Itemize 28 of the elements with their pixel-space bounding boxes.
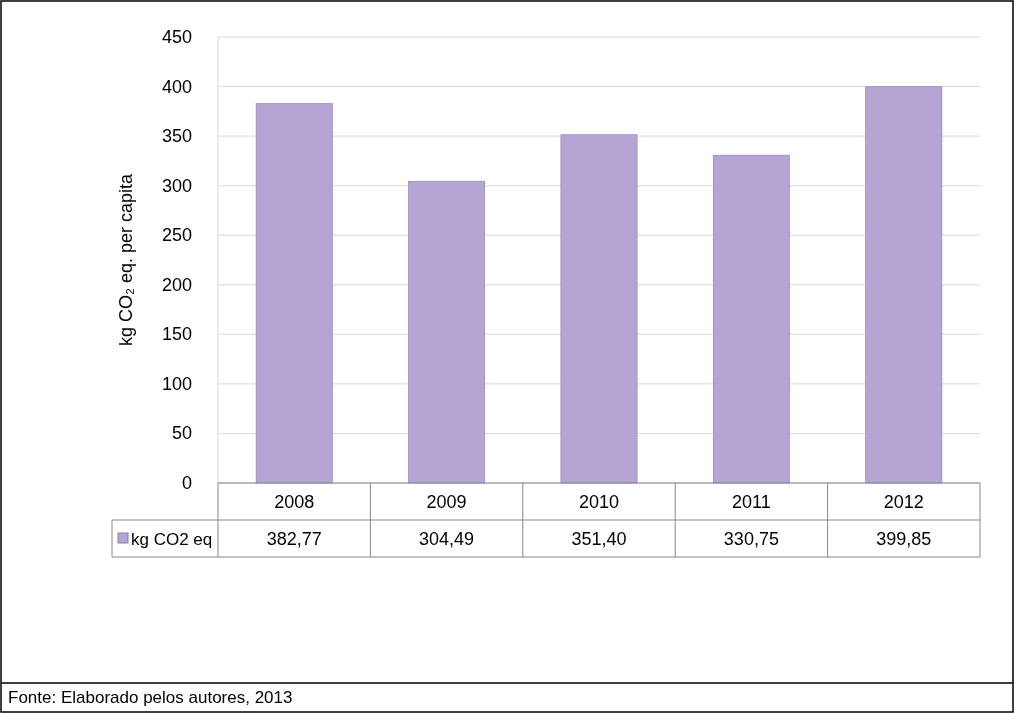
y-tick-label: 400 (161, 76, 192, 97)
bar (713, 154, 790, 484)
data-label: 399,85 (876, 529, 932, 549)
x-tick-label: 2009 (426, 492, 467, 512)
y-tick-label: 350 (161, 126, 192, 147)
legend-label: kg CO2 eq (131, 530, 213, 549)
y-tick-label: 450 (161, 27, 192, 47)
data-label: 351,40 (571, 529, 627, 549)
x-tick-label: 2012 (883, 492, 924, 512)
x-tick-label: 2011 (732, 492, 771, 512)
data-label: 382,77 (266, 529, 322, 549)
data-label: 304,49 (419, 529, 475, 549)
y-axis-title: kg CO₂ eq. per capita (116, 172, 136, 347)
y-tick-label: 150 (161, 324, 192, 345)
bar (865, 86, 943, 484)
y-tick-label: 0 (181, 473, 192, 493)
data-label: 330,75 (723, 529, 779, 549)
x-tick-label: 2008 (274, 492, 315, 512)
bar (560, 134, 638, 484)
y-tick-label: 100 (161, 373, 192, 394)
y-tick-label: 200 (161, 274, 192, 295)
y-tick-label: 300 (161, 175, 192, 196)
y-tick-label: 250 (161, 225, 192, 246)
x-tick-label: 2010 (578, 492, 620, 512)
bar (408, 180, 485, 484)
source-note: Fonte: Elaborado pelos autores, 2013 (8, 688, 293, 707)
bar (255, 103, 333, 484)
y-tick-label: 50 (171, 423, 192, 444)
